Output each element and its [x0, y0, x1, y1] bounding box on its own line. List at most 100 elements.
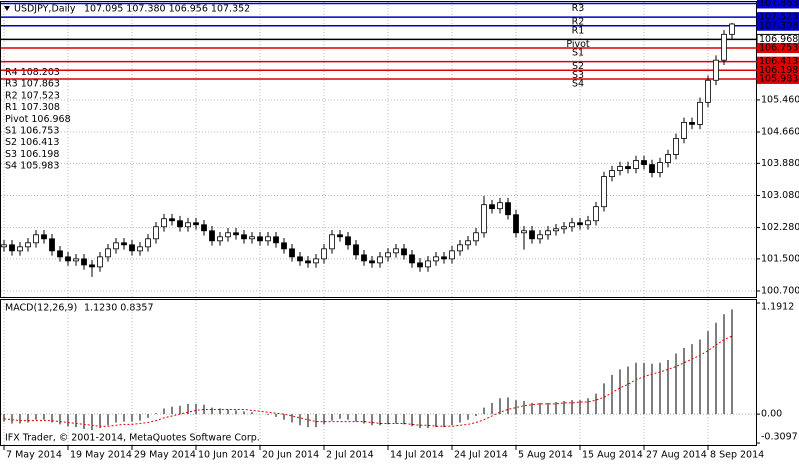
level-legend-name: S1 [5, 125, 17, 136]
candle-body [81, 258, 87, 266]
candle-body [89, 264, 95, 268]
level-legend-value: 108.203 [21, 67, 60, 78]
candle-body [657, 162, 663, 173]
candle-body [49, 238, 55, 252]
level-legend-name: R3 [5, 78, 18, 89]
level-legend: S2 106.413 [5, 137, 59, 148]
x-tick-label: 14 Jul 2014 [390, 450, 444, 461]
y-tick-label: 103.080 [761, 190, 799, 201]
candle-body [265, 236, 271, 242]
candle-body [177, 220, 183, 228]
candle-body [585, 220, 591, 226]
level-legend-value: 107.523 [21, 90, 60, 101]
candle-body [209, 230, 215, 242]
level-axis-label: 106.413 [759, 56, 798, 67]
x-tick-label: 20 Jun 2014 [262, 450, 319, 461]
main-panel-border [0, 1, 757, 298]
candle-body [169, 218, 175, 222]
candle-body [241, 234, 247, 240]
level-label: S2 [572, 61, 584, 72]
level-legend: S3 106.198 [5, 148, 59, 159]
candle-body [249, 236, 255, 240]
candle-body [273, 236, 279, 244]
candle-body [289, 248, 295, 258]
x-tick-label: 29 May 2014 [134, 450, 196, 461]
level-axis-label: 106.968 [759, 34, 798, 45]
candle-body [361, 254, 367, 262]
x-tick-label: 24 Jul 2014 [454, 450, 508, 461]
candle-body [465, 240, 471, 246]
level-legend-name: S2 [5, 137, 17, 148]
candle-body [201, 224, 207, 232]
candle-body [33, 234, 39, 244]
candle-body [425, 260, 431, 268]
y-tick-label: 103.880 [761, 158, 799, 169]
candle-body [529, 230, 535, 240]
candle-body [57, 250, 63, 258]
candle-body [233, 232, 239, 236]
level-axis-label: 106.198 [759, 65, 798, 76]
level-axis-box [757, 65, 799, 76]
candle-body [617, 166, 623, 171]
candle-body [473, 232, 479, 242]
candle-body [337, 234, 343, 238]
candle-body [305, 260, 311, 264]
candle-body [137, 246, 143, 252]
level-label: S4 [572, 78, 584, 89]
candle-body [537, 234, 543, 240]
level-label: Pivot [566, 39, 590, 50]
candle-body [681, 122, 687, 139]
level-legend: R1 107.308 [5, 102, 60, 113]
level-label: R3 [572, 3, 585, 14]
candle-body [641, 160, 647, 165]
candle-body [185, 222, 191, 228]
level-legend-name: Pivot [5, 113, 29, 124]
signal-line [3, 335, 733, 427]
x-tick-label: 15 Aug 2014 [582, 450, 643, 461]
level-legend-value: 106.198 [20, 148, 59, 159]
level-legend-value: 106.413 [20, 137, 59, 148]
level-legend: R2 107.523 [5, 90, 60, 101]
y-tick-label: 1.1912 [761, 302, 794, 313]
y-tick-label: 102.280 [761, 222, 799, 233]
candle-body [193, 222, 199, 226]
candle-body [713, 59, 719, 81]
candle-body [601, 176, 607, 208]
candle-body [705, 79, 711, 103]
candle-body [409, 254, 415, 264]
level-legend-value: 106.968 [31, 113, 70, 124]
candle-body [545, 230, 551, 236]
macd-title: MACD(12,26,9) [5, 303, 77, 314]
level-label: R1 [572, 25, 585, 36]
y-tick-label: -0.3097 [761, 432, 798, 443]
candle-body [25, 242, 31, 248]
candle-body [153, 226, 159, 240]
candle-body [385, 252, 391, 258]
y-tick-label: 0.00 [761, 409, 782, 420]
level-legend-value: 106.753 [20, 125, 59, 136]
level-legend: Pivot 106.968 [5, 113, 71, 124]
level-legend: R3 107.863 [5, 78, 60, 89]
candle-body [433, 256, 439, 262]
candle-body [369, 260, 375, 264]
candle-body [593, 206, 599, 222]
candle-body [649, 164, 655, 173]
candle-body [721, 33, 727, 61]
level-legend-name: S4 [5, 160, 17, 171]
level-axis-box [757, 0, 799, 9]
candle-body [17, 246, 23, 252]
x-tick-label: 19 May 2014 [70, 450, 132, 461]
candle-body [257, 236, 263, 242]
candle-body [481, 204, 487, 234]
x-tick-label: 5 Aug 2014 [518, 450, 573, 461]
candle-body [553, 228, 559, 232]
level-axis-box [757, 56, 799, 67]
level-legend: S1 106.753 [5, 125, 59, 136]
level-legend-value: 107.863 [21, 78, 60, 89]
candle-body [665, 154, 671, 163]
level-legend-name: R2 [5, 90, 18, 101]
candle-body [217, 236, 223, 242]
candle-body [73, 258, 79, 262]
